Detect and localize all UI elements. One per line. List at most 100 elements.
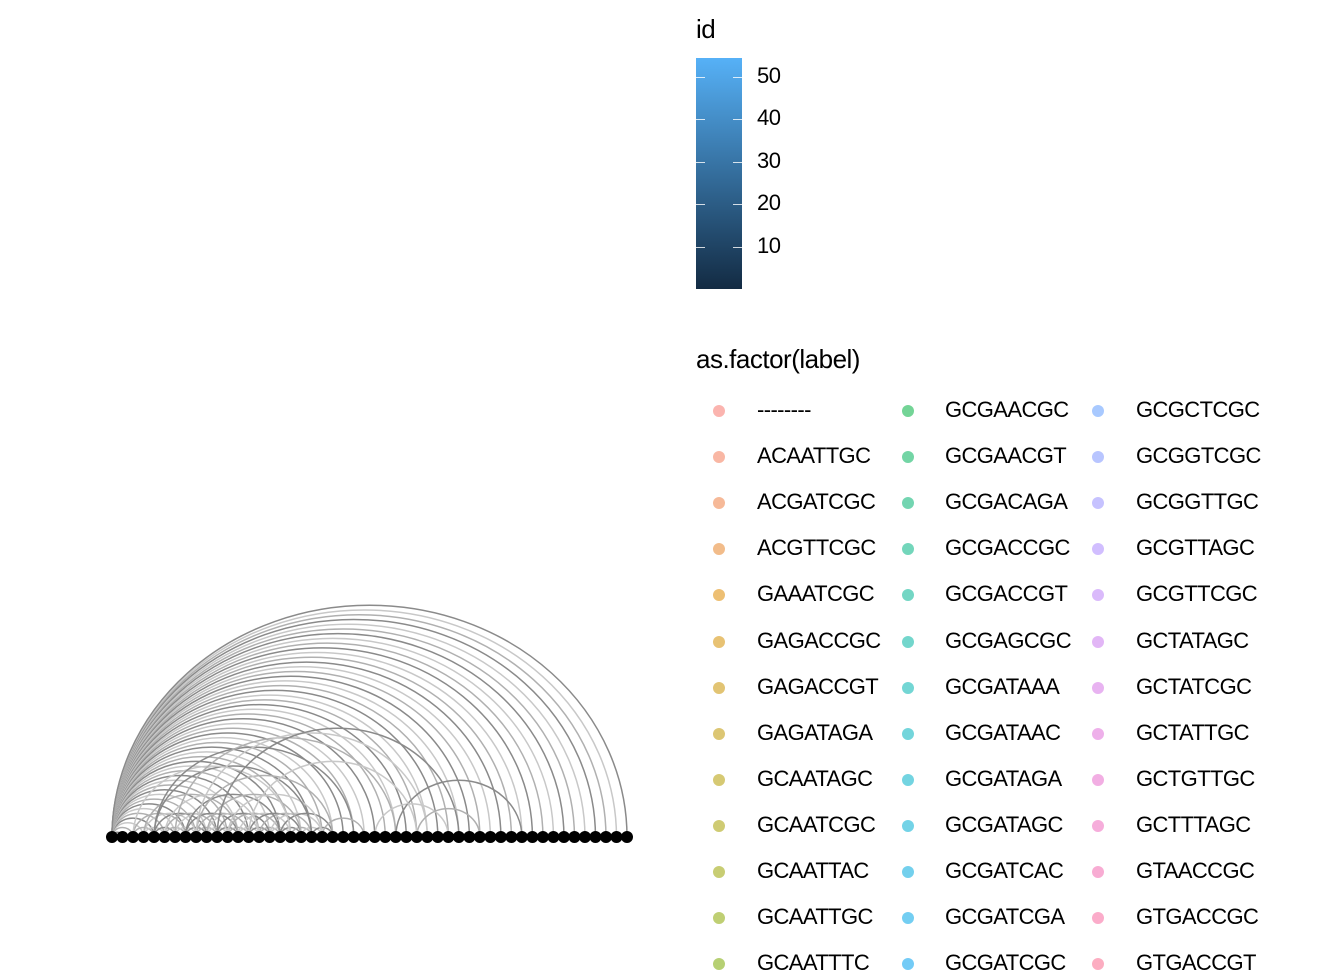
legend-label: GCGATAGC bbox=[945, 811, 1063, 837]
legend-key bbox=[713, 681, 725, 694]
legend-label: GCAATAGC bbox=[757, 765, 873, 791]
arc-edge bbox=[142, 793, 239, 838]
legend-label: GAAATCGC bbox=[757, 581, 875, 607]
legend-label: GCGTTAGC bbox=[1136, 535, 1255, 561]
colorbar-tick bbox=[733, 246, 742, 248]
arc-edge bbox=[258, 812, 313, 838]
arc-node bbox=[284, 831, 297, 843]
legend-label: GCGCTCGC bbox=[1136, 397, 1260, 422]
legend-key bbox=[902, 819, 914, 832]
legend-key bbox=[713, 405, 725, 417]
arc-edge bbox=[205, 812, 260, 838]
arc-node bbox=[158, 831, 171, 843]
arc-edge bbox=[142, 812, 197, 838]
arc-edge bbox=[247, 760, 418, 838]
arc-node bbox=[179, 831, 192, 843]
arc-node bbox=[473, 831, 486, 843]
arc-edge bbox=[111, 779, 239, 838]
colorbar-tick bbox=[696, 77, 705, 79]
legend-label: GCGGTTGC bbox=[1136, 489, 1259, 515]
arc-nodes bbox=[106, 831, 633, 843]
arc-node bbox=[169, 831, 182, 843]
arc-edge bbox=[174, 736, 397, 838]
legend-key bbox=[1092, 681, 1104, 694]
arc-node bbox=[221, 831, 234, 843]
arc-node bbox=[389, 831, 402, 843]
arc-edge bbox=[153, 765, 313, 838]
arc-diagram bbox=[106, 604, 633, 843]
legend-label: GCGATCGA bbox=[945, 904, 1065, 930]
arc-edge bbox=[111, 604, 628, 838]
legend-label: GCGATAAC bbox=[945, 719, 1061, 745]
legend-label: GCGAACGT bbox=[945, 443, 1067, 469]
arc-node bbox=[557, 831, 570, 843]
arc-edge bbox=[226, 812, 281, 838]
arc-edge bbox=[111, 671, 481, 838]
legend-label: GAGACCGC bbox=[757, 627, 881, 653]
arc-edge bbox=[132, 765, 292, 838]
arc-node bbox=[200, 831, 213, 843]
arc-node bbox=[589, 831, 602, 843]
arc-edge bbox=[395, 779, 523, 838]
legend-label: ACAATTGC bbox=[757, 443, 871, 469]
arc-node bbox=[305, 831, 318, 843]
legend-label: GCAATCGC bbox=[757, 811, 876, 837]
arc-edge bbox=[195, 774, 334, 838]
legend-label: GCGATAGA bbox=[945, 765, 1062, 791]
legend-key bbox=[713, 635, 725, 648]
colorbar-tick bbox=[733, 204, 742, 206]
arc-node bbox=[148, 831, 161, 843]
colorbar-tick bbox=[696, 246, 705, 248]
legend-label: GAGACCGT bbox=[757, 673, 879, 699]
legend-key bbox=[902, 497, 914, 510]
arc-edge bbox=[268, 812, 323, 838]
arc-edge bbox=[247, 812, 302, 838]
arc-edge bbox=[163, 812, 218, 838]
colorbar-tick bbox=[733, 161, 742, 163]
colorbar-tick-label: 30 bbox=[757, 147, 781, 173]
legend-key bbox=[713, 727, 725, 740]
arc-node bbox=[621, 831, 633, 843]
arc-node bbox=[379, 831, 392, 843]
colorbar-tick bbox=[696, 119, 705, 121]
legend-key bbox=[1092, 589, 1104, 602]
legend-label: GTAACCGC bbox=[1136, 858, 1255, 883]
arc-node bbox=[347, 831, 360, 843]
legend-key bbox=[1092, 451, 1104, 464]
legend-key bbox=[1092, 727, 1104, 740]
legend-label: GAGATAGA bbox=[757, 719, 873, 745]
arc-edge bbox=[279, 812, 334, 838]
legend-label: GCGATCAC bbox=[945, 858, 1064, 883]
legend-key bbox=[902, 681, 914, 694]
arc-node bbox=[263, 831, 276, 843]
legend-key bbox=[1092, 866, 1104, 878]
arc-node bbox=[568, 831, 581, 843]
arc-node bbox=[316, 831, 329, 843]
legend-key bbox=[902, 635, 914, 648]
legend-label: GTGACCGC bbox=[1136, 904, 1259, 930]
legend-key bbox=[902, 589, 914, 602]
legend-label: GCTATAGC bbox=[1136, 627, 1249, 653]
arc-edge bbox=[216, 727, 460, 838]
legend-label: GCAATTGC bbox=[757, 904, 873, 930]
arc-node bbox=[253, 831, 266, 843]
legend-key bbox=[1092, 497, 1104, 510]
legend-label: GTGACCGT bbox=[1136, 950, 1256, 976]
arc-edge bbox=[111, 713, 387, 838]
arc-node bbox=[400, 831, 413, 843]
colorbar-tick bbox=[696, 204, 705, 206]
arc-edge bbox=[184, 793, 281, 838]
colorbar-tick-label: 40 bbox=[757, 105, 781, 131]
legend-key bbox=[1092, 635, 1104, 648]
legend-key bbox=[713, 497, 725, 510]
legend-label: GCTGTTGC bbox=[1136, 765, 1255, 791]
arc-node bbox=[295, 831, 308, 843]
legend-key bbox=[713, 773, 725, 786]
legend-key bbox=[1092, 405, 1104, 417]
legend-key bbox=[713, 866, 725, 878]
legend-key bbox=[902, 543, 914, 556]
legend-label: GCTTTAGC bbox=[1136, 811, 1251, 837]
arc-node bbox=[431, 831, 444, 843]
arc-node bbox=[515, 831, 528, 843]
legend-key bbox=[713, 912, 725, 925]
